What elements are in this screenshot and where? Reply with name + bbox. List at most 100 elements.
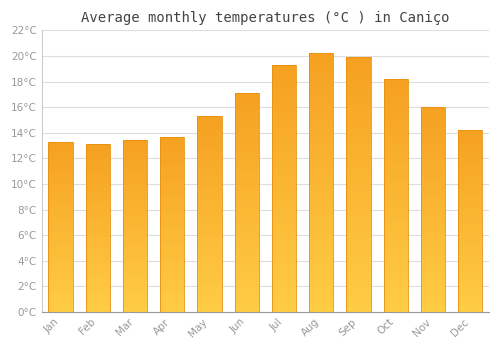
Bar xyxy=(160,238,184,239)
Bar xyxy=(160,212,184,213)
Bar xyxy=(384,92,408,93)
Bar xyxy=(346,117,370,118)
Bar xyxy=(346,280,370,281)
Bar xyxy=(458,201,482,202)
Bar xyxy=(234,244,259,245)
Bar xyxy=(384,209,408,211)
Bar xyxy=(48,175,72,176)
Bar xyxy=(309,148,334,149)
Bar xyxy=(86,308,110,309)
Bar xyxy=(198,166,222,167)
Bar xyxy=(48,142,72,144)
Bar xyxy=(421,184,445,185)
Bar xyxy=(198,130,222,131)
Bar xyxy=(160,192,184,193)
Bar xyxy=(48,289,72,290)
Bar xyxy=(198,140,222,141)
Bar xyxy=(346,122,370,124)
Bar xyxy=(309,69,334,70)
Bar xyxy=(458,281,482,282)
Bar xyxy=(123,154,147,155)
Bar xyxy=(86,258,110,259)
Bar xyxy=(272,138,296,139)
Bar xyxy=(421,225,445,226)
Bar xyxy=(160,264,184,265)
Bar xyxy=(384,222,408,223)
Bar xyxy=(346,144,370,145)
Bar xyxy=(346,89,370,90)
Bar xyxy=(309,180,334,181)
Bar xyxy=(272,120,296,122)
Bar xyxy=(86,155,110,156)
Bar xyxy=(48,147,72,148)
Bar xyxy=(234,302,259,303)
Bar xyxy=(309,177,334,179)
Bar xyxy=(198,151,222,152)
Bar xyxy=(234,260,259,261)
Bar xyxy=(421,124,445,125)
Bar xyxy=(346,142,370,144)
Bar xyxy=(421,301,445,302)
Bar xyxy=(346,306,370,307)
Bar xyxy=(384,201,408,202)
Bar xyxy=(346,292,370,293)
Bar xyxy=(198,123,222,124)
Bar xyxy=(421,117,445,118)
Bar xyxy=(384,277,408,278)
Bar xyxy=(421,267,445,268)
Bar xyxy=(458,309,482,310)
Bar xyxy=(272,134,296,135)
Bar xyxy=(272,269,296,270)
Bar xyxy=(346,220,370,222)
Bar xyxy=(48,309,72,310)
Bar xyxy=(234,266,259,267)
Bar xyxy=(123,206,147,207)
Bar xyxy=(272,223,296,224)
Bar xyxy=(123,246,147,247)
Bar xyxy=(48,231,72,232)
Bar xyxy=(198,216,222,217)
Bar xyxy=(458,269,482,270)
Bar xyxy=(234,168,259,169)
Bar xyxy=(384,269,408,270)
Bar xyxy=(48,304,72,305)
Bar xyxy=(198,201,222,202)
Bar xyxy=(234,172,259,173)
Bar xyxy=(272,212,296,213)
Bar xyxy=(346,195,370,196)
Bar xyxy=(48,287,72,288)
Bar xyxy=(234,103,259,104)
Bar xyxy=(421,284,445,285)
Bar xyxy=(86,234,110,235)
Bar xyxy=(421,231,445,232)
Bar xyxy=(272,118,296,119)
Bar xyxy=(234,300,259,301)
Bar xyxy=(421,210,445,211)
Bar xyxy=(272,258,296,259)
Bar xyxy=(234,149,259,150)
Bar xyxy=(48,178,72,179)
Bar xyxy=(309,222,334,223)
Bar xyxy=(309,114,334,116)
Bar xyxy=(234,310,259,311)
Bar xyxy=(234,203,259,204)
Bar xyxy=(458,225,482,226)
Bar xyxy=(272,149,296,150)
Bar xyxy=(384,108,408,109)
Bar xyxy=(384,249,408,250)
Bar xyxy=(48,249,72,250)
Bar xyxy=(384,192,408,193)
Bar xyxy=(234,248,259,250)
Bar xyxy=(86,221,110,222)
Bar xyxy=(160,157,184,158)
Bar xyxy=(48,174,72,175)
Bar xyxy=(198,119,222,120)
Bar xyxy=(458,260,482,261)
Bar xyxy=(86,178,110,180)
Bar xyxy=(234,272,259,274)
Bar xyxy=(198,276,222,278)
Bar xyxy=(160,208,184,209)
Bar xyxy=(234,295,259,296)
Bar xyxy=(346,275,370,276)
Bar xyxy=(458,243,482,244)
